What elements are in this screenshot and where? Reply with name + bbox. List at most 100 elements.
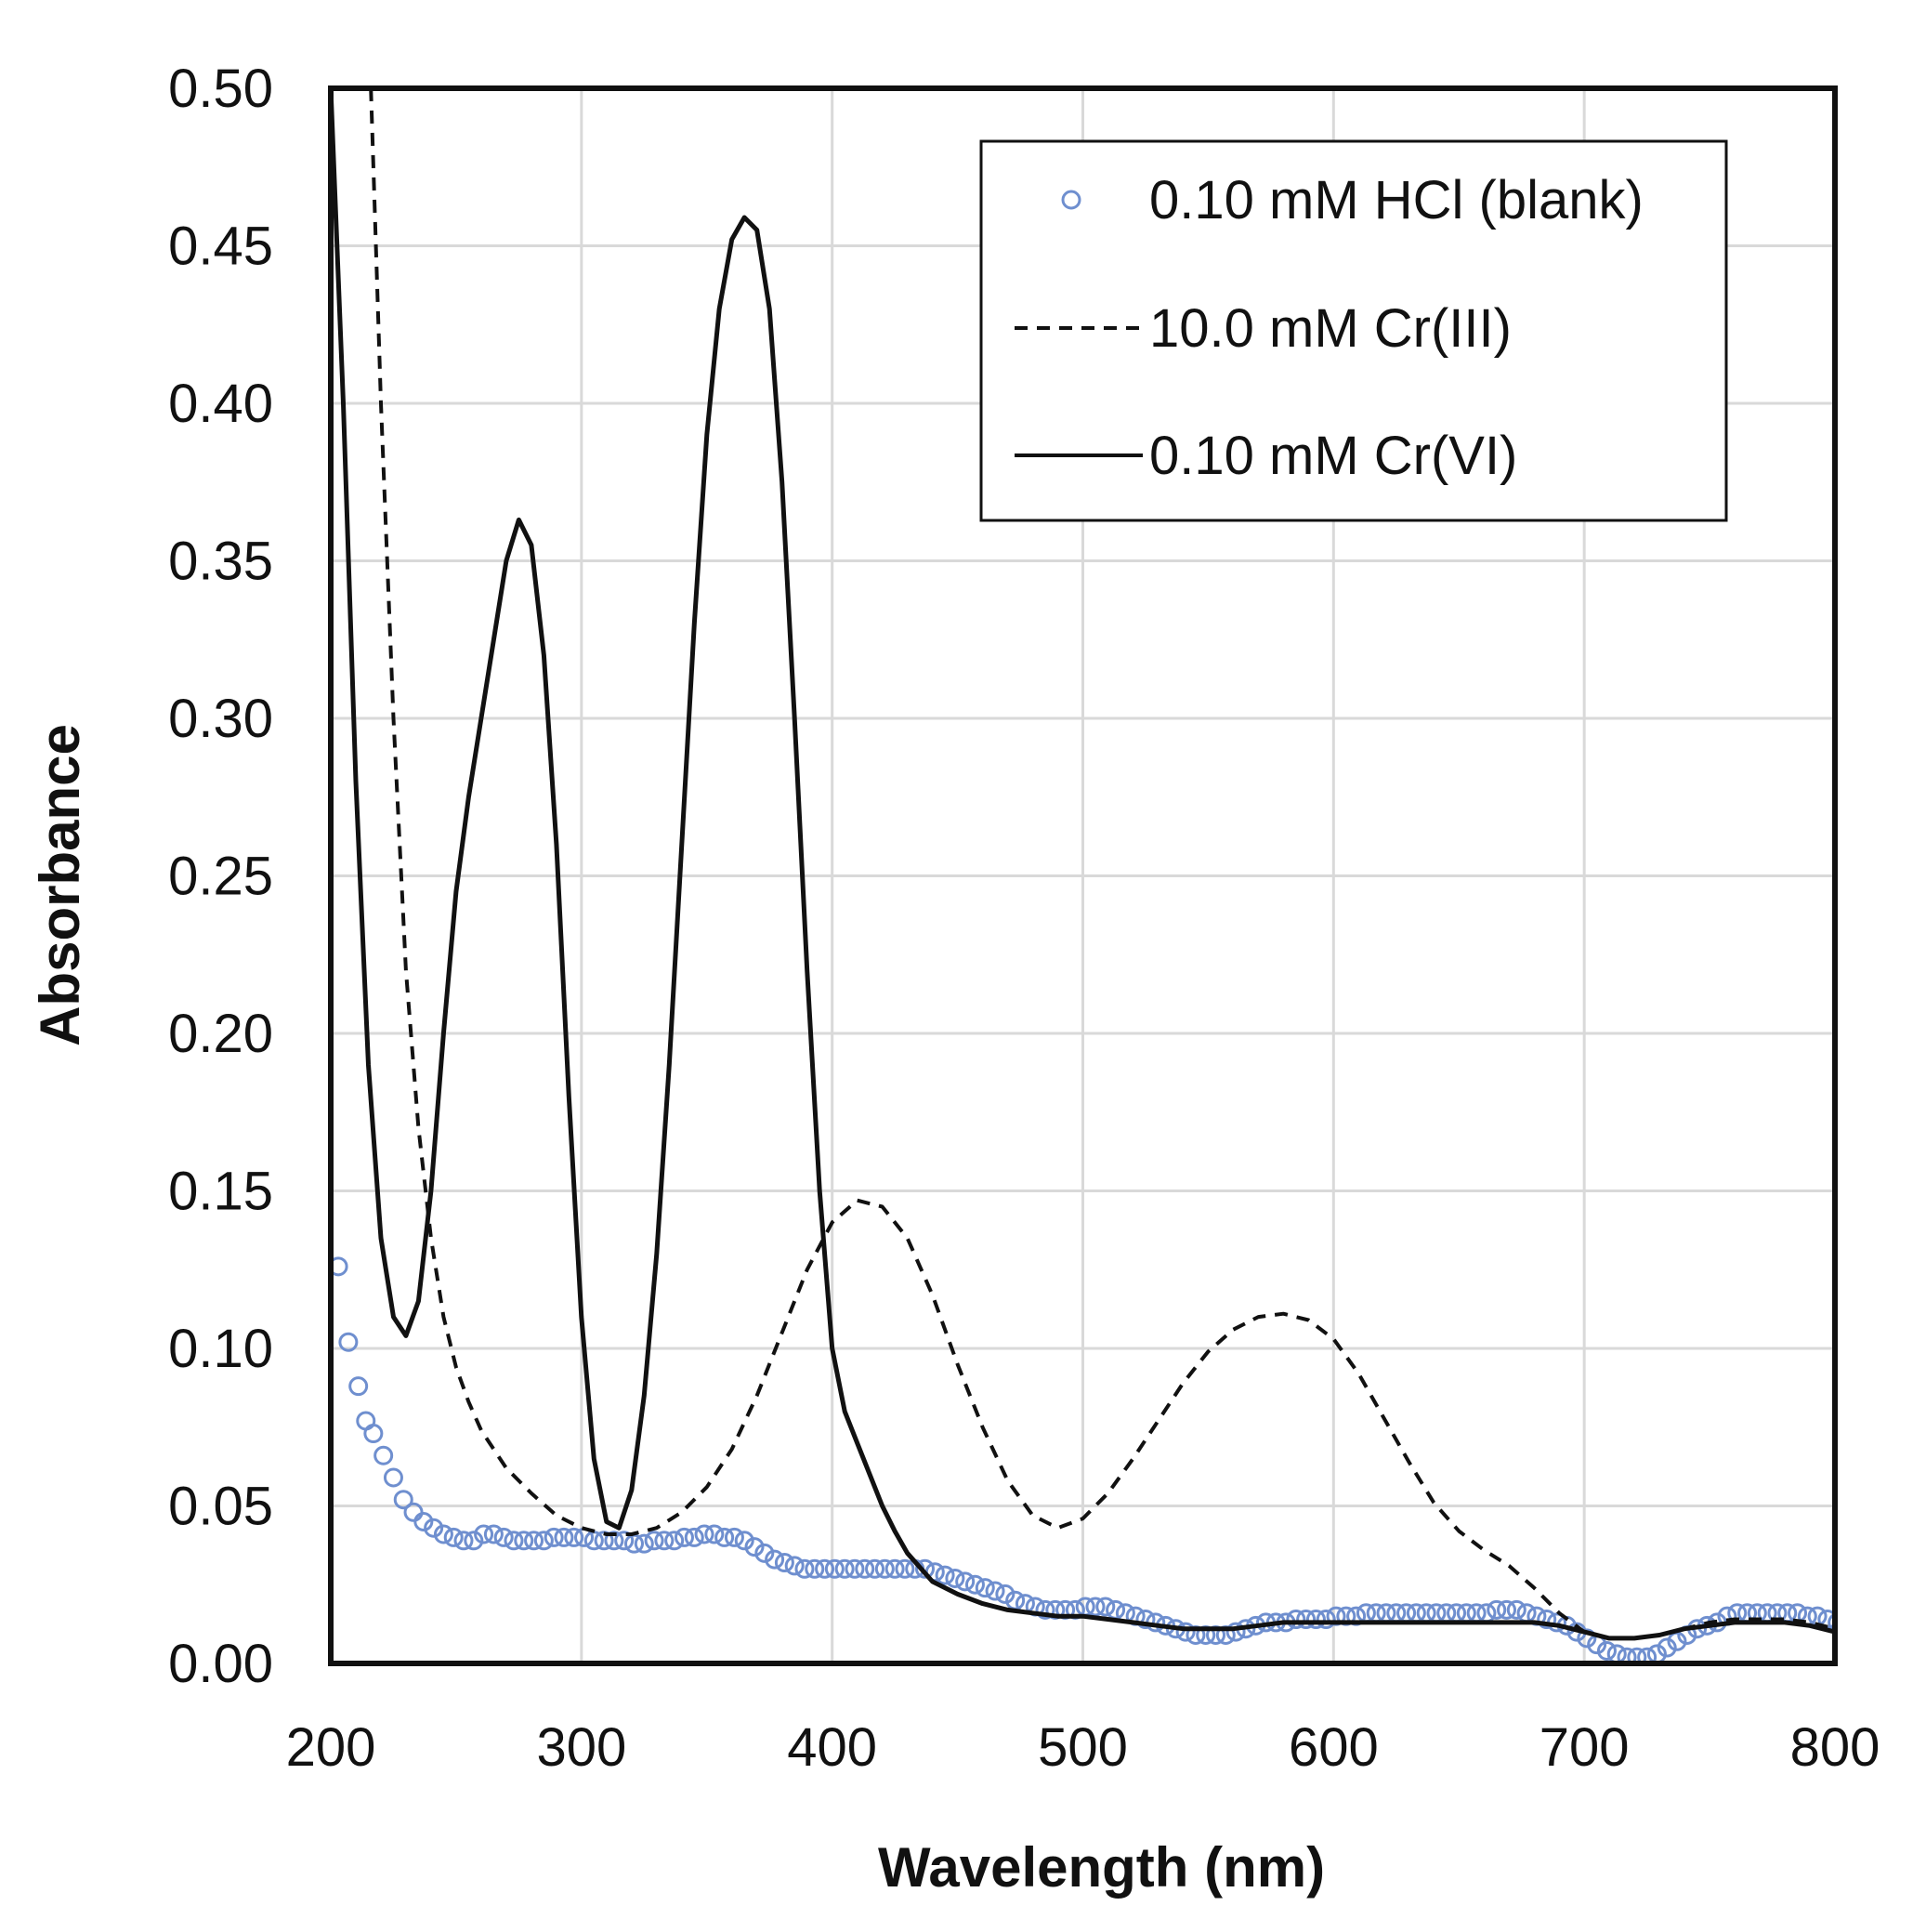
legend-label-cr3: 10.0 mM Cr(III) [1149, 298, 1512, 359]
data-point-hcl [754, 1543, 775, 1563]
data-point-hcl [634, 1533, 654, 1554]
data-point-hcl [744, 1537, 765, 1557]
y-tick-label: 0.20 [168, 1004, 273, 1064]
data-point-hcl [724, 1527, 744, 1547]
data-point-hcl [1516, 1603, 1537, 1623]
data-point-hcl [834, 1558, 855, 1579]
legend-label-hcl: 0.10 mM HCl (blank) [1149, 170, 1644, 230]
x-tick-label: 800 [1790, 1717, 1880, 1778]
data-point-hcl [348, 1376, 369, 1397]
data-point-hcl [1606, 1644, 1627, 1663]
data-point-hcl [1106, 1599, 1126, 1620]
series-cr6-line [331, 88, 1835, 1641]
data-point-hcl [815, 1558, 835, 1579]
data-point-hcl [774, 1553, 794, 1573]
data-point-hcl [945, 1568, 965, 1588]
data-point-hcl [874, 1558, 895, 1579]
y-axis-title: Absorbance [29, 724, 91, 1046]
y-tick-label: 0.15 [168, 1162, 273, 1222]
y-tick-label: 0.00 [168, 1634, 273, 1694]
data-point-hcl [985, 1581, 1005, 1601]
axis-tick-labels: 0.00 0.05 0.10 0.15 0.20 0.25 0.30 0.35 0.40 0.45… [168, 59, 1880, 1778]
y-tick-label: 0.10 [168, 1319, 273, 1379]
data-point-hcl [1788, 1603, 1808, 1623]
data-point-hcl [824, 1558, 845, 1579]
data-point-hcl [1095, 1597, 1116, 1617]
data-point-hcl [684, 1527, 704, 1547]
x-tick-label: 200 [286, 1717, 376, 1778]
data-point-hcl [915, 1558, 936, 1579]
data-point-hcl [453, 1531, 474, 1551]
legend-label-cr6: 0.10 mM Cr(VI) [1149, 426, 1517, 486]
data-point-hcl [714, 1527, 735, 1547]
data-point-hcl [1537, 1610, 1557, 1630]
data-point-hcl [1577, 1628, 1597, 1649]
series-hcl-blank-markers [331, 1256, 1835, 1663]
data-point-hcl [373, 1445, 394, 1465]
legend: 0.10 mM HCl (blank) 10.0 mM Cr(III) 0.10… [979, 139, 1728, 522]
x-tick-label: 700 [1539, 1717, 1630, 1778]
data-point-hcl [604, 1531, 624, 1551]
x-tick-label: 500 [1038, 1717, 1128, 1778]
data-point-hcl [1305, 1610, 1326, 1630]
data-point-hcl [614, 1531, 635, 1551]
y-tick-label: 0.50 [168, 59, 273, 119]
data-point-hcl [664, 1531, 685, 1551]
data-point-hcl [975, 1578, 995, 1598]
plot-frame [328, 85, 1838, 1666]
data-point-hcl [483, 1524, 504, 1544]
data-point-hcl [474, 1524, 494, 1544]
legend-marker-hcl [1061, 190, 1081, 210]
data-point-hcl [995, 1584, 1015, 1604]
x-axis-title: Wavelength (nm) [878, 1836, 1325, 1899]
data-point-hcl [363, 1424, 384, 1444]
data-point-hcl [1175, 1622, 1196, 1642]
series-cr3-line [369, 88, 1835, 1640]
y-tick-label: 0.35 [168, 532, 273, 592]
x-tick-label: 600 [1289, 1717, 1379, 1778]
data-point-hcl [1497, 1599, 1517, 1620]
data-point-hcl [1487, 1599, 1507, 1620]
data-point-hcl [694, 1524, 714, 1544]
data-point-hcl [1476, 1603, 1497, 1623]
data-point-hcl [544, 1527, 564, 1547]
data-point-hcl [1035, 1599, 1055, 1620]
data-point-hcl [1225, 1622, 1246, 1642]
data-point-hcl [1828, 1612, 1835, 1633]
data-point-hcl [884, 1558, 905, 1579]
data-point-hcl [1316, 1610, 1336, 1630]
data-point-hcl [845, 1558, 865, 1579]
data-point-hcl [554, 1527, 574, 1547]
data-point-hcl [524, 1531, 544, 1551]
data-point-hcl [1596, 1640, 1617, 1661]
data-point-hcl [383, 1467, 403, 1488]
data-point-hcl [855, 1558, 875, 1579]
data-point-hcl [1637, 1647, 1657, 1663]
x-tick-label: 300 [536, 1717, 626, 1778]
data-point-hcl [514, 1531, 534, 1551]
y-tick-label: 0.45 [168, 217, 273, 277]
data-point-hcl [1286, 1610, 1306, 1630]
data-point-hcl [794, 1558, 815, 1579]
data-point-hcl [654, 1531, 675, 1551]
data-point-hcl [393, 1490, 413, 1510]
data-point-hcl [424, 1518, 444, 1538]
y-tick-label: 0.25 [168, 847, 273, 907]
data-point-hcl [805, 1558, 825, 1579]
data-point-hcl [1506, 1599, 1526, 1620]
data-point-hcl [1807, 1606, 1828, 1626]
data-point-hcl [865, 1558, 885, 1579]
data-point-hcl [564, 1527, 584, 1547]
data-point-hcl [464, 1531, 484, 1551]
data-point-hcl [356, 1411, 376, 1431]
y-tick-label: 0.05 [168, 1477, 273, 1537]
data-point-hcl [1627, 1647, 1647, 1663]
data-point-hcl [895, 1558, 915, 1579]
data-point-hcl [674, 1527, 694, 1547]
plot-series [331, 88, 1835, 1663]
data-point-hcl [1085, 1597, 1106, 1617]
data-point-hcl [935, 1565, 955, 1585]
data-point-hcl [1657, 1637, 1677, 1658]
y-tick-label: 0.40 [168, 374, 273, 434]
